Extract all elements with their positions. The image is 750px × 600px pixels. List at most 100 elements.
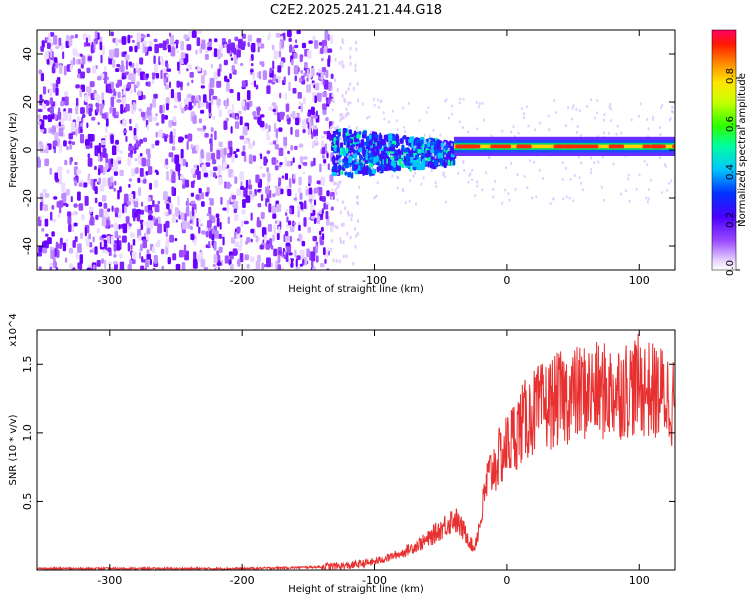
- noise-cell: [289, 207, 292, 212]
- halo-cell: [373, 103, 376, 107]
- noise-cell: [115, 38, 119, 47]
- noise-cell: [200, 102, 206, 107]
- noise-cell: [212, 95, 218, 100]
- noise-cell: [297, 92, 302, 99]
- noise-cell: [316, 215, 321, 225]
- noise-cell: [45, 100, 49, 106]
- halo-cell: [346, 155, 349, 159]
- noise-cell: [314, 95, 317, 104]
- noise-cell: [191, 79, 194, 84]
- halo-cell: [610, 119, 613, 123]
- bottom-plot-frame: [36, 329, 676, 571]
- onset-cell: [398, 158, 403, 167]
- onset-cell: [379, 132, 382, 139]
- noise-cell: [136, 32, 142, 42]
- onset-cell: [416, 163, 422, 171]
- noise-cell: [339, 117, 342, 122]
- halo-cell: [403, 125, 406, 129]
- halo-cell: [383, 117, 386, 121]
- noise-cell: [323, 158, 327, 164]
- noise-cell: [280, 189, 283, 194]
- halo-cell: [404, 201, 407, 205]
- noise-cell: [158, 43, 163, 49]
- halo-cell: [561, 177, 564, 181]
- noise-cell: [185, 161, 188, 168]
- noise-cell: [206, 212, 210, 217]
- noise-cell: [342, 64, 345, 69]
- noise-cell: [320, 176, 326, 186]
- noise-cell: [116, 239, 120, 250]
- onset-cell: [339, 147, 343, 156]
- noise-cell: [344, 206, 347, 211]
- noise-cell: [134, 158, 138, 162]
- onset-cell: [368, 167, 371, 176]
- halo-cell: [483, 118, 486, 122]
- noise-cell: [297, 187, 302, 193]
- noise-cell: [101, 249, 107, 253]
- noise-cell: [290, 145, 294, 151]
- noise-cell: [77, 243, 82, 253]
- noise-cell: [314, 40, 319, 49]
- band-peak: [592, 144, 599, 149]
- halo-cell: [501, 129, 504, 133]
- noise-cell: [339, 210, 342, 215]
- halo-cell: [602, 155, 605, 159]
- noise-cell: [121, 36, 127, 45]
- noise-cell: [110, 158, 114, 165]
- noise-cell: [135, 167, 139, 174]
- halo-cell: [420, 182, 423, 186]
- noise-cell: [89, 242, 93, 248]
- noise-cell: [256, 216, 260, 225]
- noise-cell: [180, 137, 185, 141]
- noise-cell: [342, 254, 345, 259]
- noise-cell: [136, 62, 139, 71]
- halo-cell: [441, 147, 444, 151]
- noise-cell: [196, 30, 202, 34]
- halo-cell: [628, 199, 631, 203]
- noise-cell: [115, 83, 120, 88]
- noise-cell: [325, 117, 329, 122]
- noise-cell: [64, 91, 69, 96]
- noise-cell: [110, 236, 115, 246]
- noise-cell: [302, 171, 305, 175]
- noise-cell: [252, 193, 256, 198]
- noise-cell: [201, 230, 206, 235]
- noise-cell: [57, 212, 61, 218]
- noise-cell: [149, 220, 153, 230]
- noise-cell: [117, 190, 120, 200]
- noise-cell: [63, 140, 67, 147]
- noise-cell: [234, 121, 240, 129]
- noise-cell: [268, 141, 274, 145]
- noise-cell: [200, 148, 204, 159]
- colorbar: [711, 29, 737, 271]
- noise-cell: [248, 154, 253, 165]
- noise-cell: [233, 54, 238, 65]
- halo-cell: [526, 186, 529, 190]
- noise-cell: [200, 74, 205, 85]
- halo-cell: [428, 138, 431, 142]
- halo-cell: [510, 130, 513, 134]
- halo-cell: [462, 160, 465, 164]
- noise-cell: [146, 124, 150, 131]
- noise-cell: [97, 75, 102, 81]
- noise-cell: [127, 156, 132, 166]
- halo-cell: [578, 109, 581, 113]
- onset-cell: [365, 153, 368, 161]
- noise-cell: [212, 172, 217, 178]
- halo-cell: [396, 175, 399, 179]
- noise-cell: [148, 215, 153, 221]
- halo-cell: [403, 130, 406, 134]
- noise-cell: [292, 157, 295, 163]
- noise-cell: [289, 44, 293, 53]
- noise-cell: [201, 201, 205, 207]
- noise-cell: [338, 259, 341, 264]
- noise-cell: [244, 107, 247, 111]
- onset-cell: [396, 165, 402, 171]
- noise-cell: [232, 103, 235, 114]
- halo-cell: [335, 160, 338, 164]
- noise-cell: [84, 135, 87, 140]
- noise-cell: [57, 166, 62, 177]
- halo-cell: [577, 155, 580, 159]
- noise-cell: [105, 118, 109, 127]
- noise-cell: [247, 41, 250, 48]
